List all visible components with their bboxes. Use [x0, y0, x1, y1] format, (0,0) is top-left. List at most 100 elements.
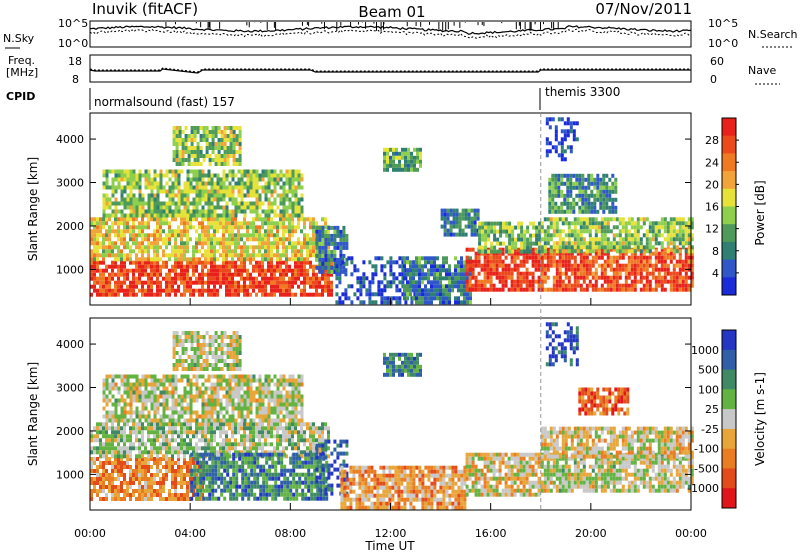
- heatmap-cell: [228, 169, 232, 174]
- heatmap-cell: [315, 241, 319, 246]
- heatmap-cell: [114, 430, 117, 435]
- heatmap-cell: [258, 237, 261, 242]
- heatmap-cell: [424, 284, 427, 289]
- heatmap-cell: [201, 268, 204, 273]
- heatmap-cell: [132, 237, 135, 242]
- heatmap-cell: [138, 465, 141, 469]
- heatmap-cell: [180, 268, 183, 273]
- heatmap-cell: [282, 229, 285, 234]
- heatmap-cell: [558, 233, 562, 238]
- heatmap-cell: [508, 233, 512, 238]
- heatmap-cell: [240, 422, 243, 427]
- heatmap-cell: [171, 249, 174, 254]
- heatmap-cell: [333, 245, 337, 250]
- heatmap-cell: [520, 233, 524, 238]
- heatmap-cell: [554, 149, 558, 154]
- heatmap-cell: [174, 446, 177, 451]
- heatmap-cell: [535, 233, 539, 238]
- heatmap-cell: [240, 237, 243, 242]
- heatmap-cell: [90, 477, 93, 481]
- heatmap-cell: [267, 177, 271, 182]
- heatmap-cell: [108, 473, 111, 477]
- heatmap-cell: [477, 259, 481, 264]
- heatmap-cell: [93, 434, 96, 439]
- heatmap-cell: [560, 153, 564, 158]
- heatmap-cell: [177, 185, 181, 190]
- heatmap-cell: [481, 229, 485, 234]
- heatmap-cell: [147, 237, 150, 242]
- heatmap-cell: [150, 197, 154, 202]
- heatmap-cell: [600, 221, 604, 226]
- heatmap-cell: [165, 233, 168, 238]
- heatmap-cell: [129, 209, 133, 214]
- heatmap-cell: [495, 267, 499, 272]
- heatmap-cell: [243, 264, 246, 269]
- heatmap-cell: [333, 269, 337, 274]
- heatmap-cell: [452, 232, 456, 237]
- heatmap-cell: [315, 253, 319, 258]
- heatmap-cell: [669, 247, 673, 252]
- heatmap-cell: [216, 181, 220, 186]
- heatmap-cell: [558, 271, 562, 276]
- heatmap-cell: [123, 268, 126, 273]
- heatmap-cell: [476, 208, 480, 213]
- heatmap-cell: [168, 450, 171, 455]
- heatmap-cell: [663, 255, 667, 260]
- freq-line: [89, 68, 691, 74]
- heatmap-cell: [520, 245, 524, 250]
- heatmap-cell: [252, 276, 255, 281]
- heatmap-cell: [270, 193, 274, 198]
- heatmap-cell: [117, 268, 120, 273]
- heatmap-cell: [249, 225, 252, 230]
- heatmap-cell: [189, 257, 192, 262]
- heatmap-cell: [642, 287, 646, 292]
- heatmap-cell: [214, 126, 218, 130]
- heatmap-cell: [192, 213, 196, 218]
- heatmap-cell: [471, 275, 475, 280]
- heatmap-cell: [600, 275, 604, 280]
- heatmap-cell: [339, 237, 343, 242]
- heatmap-cell: [174, 173, 178, 178]
- heatmap-cell: [315, 280, 318, 285]
- heatmap-cell: [198, 233, 201, 238]
- heatmap-cell: [603, 225, 607, 230]
- heatmap-cell: [474, 279, 478, 284]
- heatmap-cell: [108, 477, 111, 481]
- heatmap-cell: [144, 173, 148, 178]
- heatmap-cell: [594, 229, 598, 234]
- heatmap-cell: [102, 276, 105, 281]
- heatmap-cell: [531, 279, 535, 284]
- heatmap-cell: [207, 173, 211, 178]
- heatmap-cell: [156, 430, 159, 435]
- heatmap-cell: [240, 197, 244, 202]
- heatmap-cell: [183, 465, 186, 469]
- heatmap-cell: [162, 497, 165, 501]
- heatmap-cell: [611, 201, 615, 206]
- heatmap-cell: [180, 233, 183, 238]
- heatmap-cell: [672, 233, 676, 238]
- heatmap-cell: [105, 438, 108, 443]
- heatmap-cell: [255, 253, 258, 258]
- heatmap-cell: [492, 271, 496, 276]
- heatmap-cell: [90, 249, 93, 254]
- heatmap-cell: [359, 300, 363, 305]
- heatmap-cell: [303, 217, 306, 222]
- heatmap-cell: [605, 205, 609, 210]
- heatmap-cell: [505, 221, 509, 226]
- heatmap-cell: [669, 251, 673, 256]
- heatmap-cell: [383, 288, 387, 293]
- heatmap-cell: [135, 434, 138, 439]
- heatmap-cell: [123, 276, 126, 281]
- heatmap-cell: [162, 201, 166, 206]
- heatmap-cell: [507, 267, 511, 272]
- heatmap-cell: [228, 422, 231, 427]
- heatmap-cell: [446, 232, 450, 237]
- heatmap-cell: [108, 276, 111, 281]
- heatmap-cell: [627, 271, 631, 276]
- heatmap-cell: [306, 233, 309, 238]
- heatmap-cell: [237, 450, 240, 455]
- heatmap-cell: [117, 177, 121, 182]
- heatmap-cell: [285, 268, 288, 273]
- heatmap-cell: [684, 241, 688, 246]
- heatmap-cell: [582, 245, 586, 250]
